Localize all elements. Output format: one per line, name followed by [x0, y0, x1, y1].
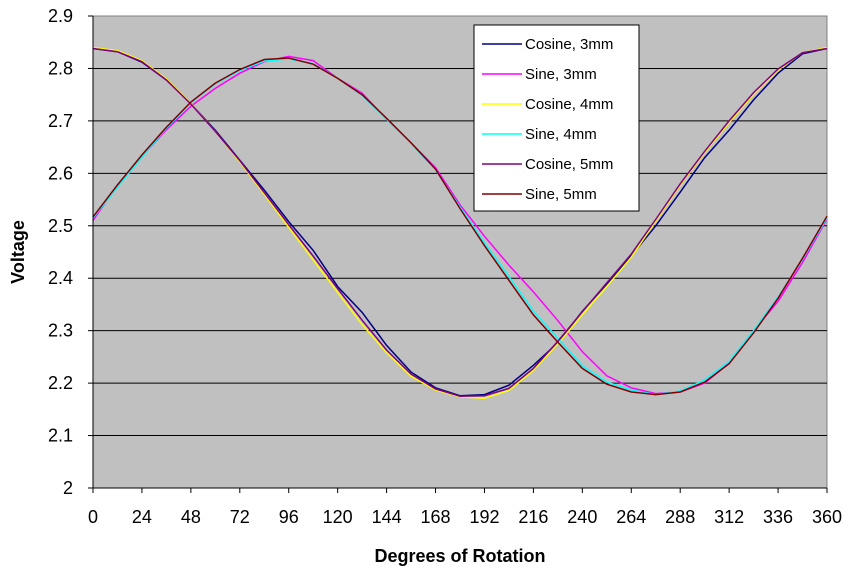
plot-area	[92, 15, 828, 489]
x-tick-label: 312	[714, 507, 744, 527]
x-axis-ticks: 0 24 48 72 96 120 144 168 192 216 240 264 288 312 336 3…	[88, 16, 842, 527]
y-tick-label: 2.7	[48, 111, 73, 131]
y-axis-ticks: 2 2.1 2.2 2.3 2.4 2.5 2.6 2.7 2.8 2.9	[48, 6, 93, 498]
y-tick-label: 2.8	[48, 58, 73, 78]
series-lines	[92, 46, 828, 400]
y-tick-label: 2.4	[48, 268, 73, 288]
series-line-5	[92, 47, 828, 397]
legend-label: Sine, 4mm	[525, 126, 597, 143]
y-tick-label: 2	[63, 478, 73, 498]
x-tick-label: 240	[567, 507, 597, 527]
x-tick-label: 192	[469, 507, 499, 527]
y-axis-title: Voltage	[8, 220, 28, 284]
legend: Cosine, 3mm Sine, 3mm Cosine, 4mm Sine, 4mm…	[473, 24, 640, 212]
y-tick-label: 2.6	[48, 163, 73, 183]
legend-label: Cosine, 3mm	[525, 36, 613, 53]
x-tick-label: 360	[812, 507, 842, 527]
y-tick-label: 2.1	[48, 426, 73, 446]
x-tick-label: 120	[323, 507, 353, 527]
legend-label: Cosine, 4mm	[525, 96, 613, 113]
y-tick-label: 2.2	[48, 373, 73, 393]
x-tick-label: 48	[181, 507, 201, 527]
x-axis-title: Degrees of Rotation	[374, 546, 545, 566]
series-line-6	[92, 57, 828, 396]
gridlines	[93, 67, 827, 437]
x-tick-label: 216	[518, 507, 548, 527]
x-tick-label: 0	[88, 507, 98, 527]
x-tick-label: 168	[421, 507, 451, 527]
legend-box	[473, 24, 640, 212]
legend-label: Sine, 3mm	[525, 66, 597, 83]
legend-label: Cosine, 5mm	[525, 156, 613, 173]
x-tick-label: 336	[763, 507, 793, 527]
x-tick-label: 144	[372, 507, 402, 527]
x-tick-label: 96	[279, 507, 299, 527]
y-tick-label: 2.9	[48, 6, 73, 26]
series-line-2	[92, 55, 828, 395]
legend-label: Sine, 5mm	[525, 186, 597, 203]
y-tick-label: 2.5	[48, 216, 73, 236]
x-tick-label: 72	[230, 507, 250, 527]
x-tick-label: 264	[616, 507, 646, 527]
x-tick-label: 24	[132, 507, 152, 527]
x-tick-label: 288	[665, 507, 695, 527]
y-tick-label: 2.3	[48, 321, 73, 341]
